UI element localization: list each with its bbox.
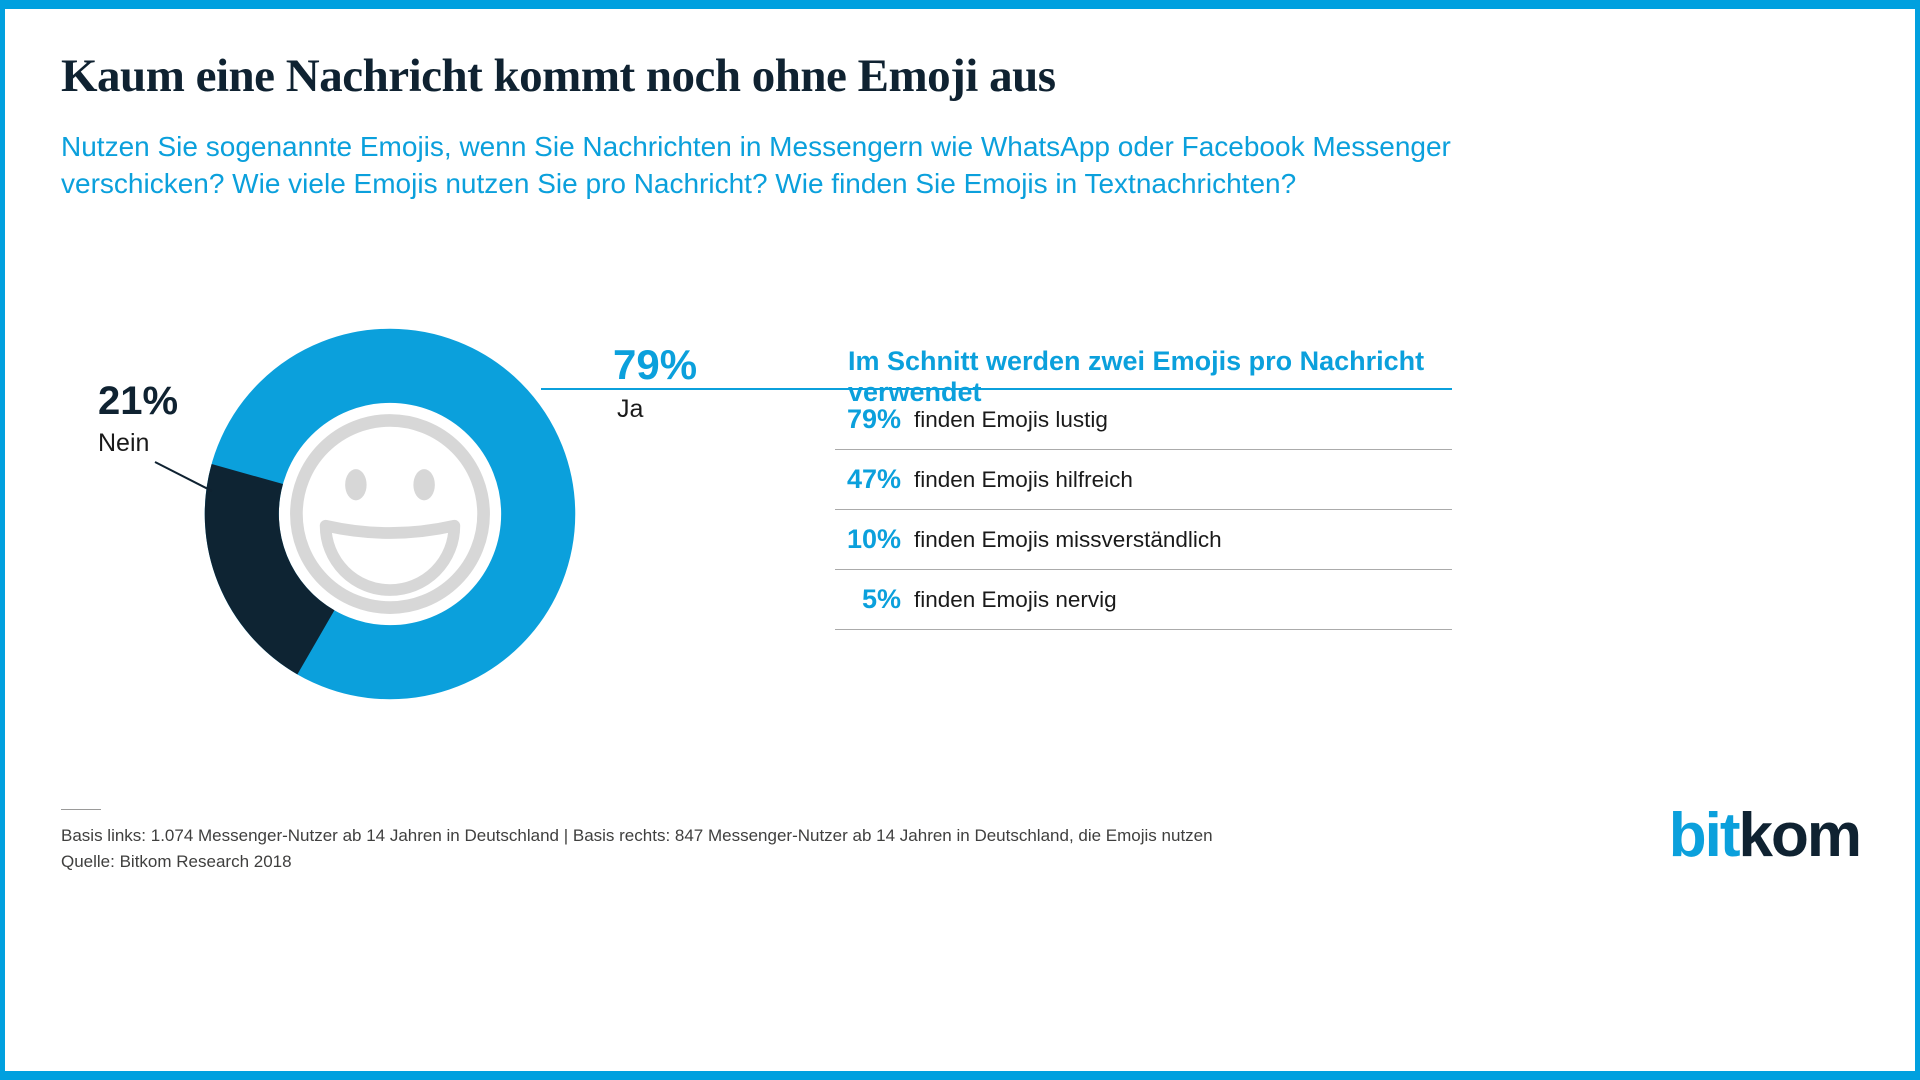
donut-svg (204, 328, 576, 700)
page-title: Kaum eine Nachricht kommt noch ohne Emoj… (61, 50, 1056, 102)
donut-chart (195, 319, 585, 709)
footer-basis: Basis links: 1.074 Messenger-Nutzer ab 1… (61, 826, 1213, 845)
smiley-icon (290, 414, 490, 614)
stats-list: 79% finden Emojis lustig 47% finden Emoj… (835, 390, 1452, 630)
label-ja-percent: 79% (613, 341, 698, 388)
stat-row-missverstaendlich: 10% finden Emojis missverständlich (835, 510, 1452, 570)
stat-percent: 10% (846, 524, 901, 554)
stat-label: finden Emojis lustig (914, 406, 1108, 432)
stat-label: finden Emojis missverständlich (914, 526, 1222, 552)
callout-line-ja (541, 388, 1452, 390)
stat-row-nervig: 5% finden Emojis nervig (835, 570, 1452, 630)
stat-row-hilfreich: 47% finden Emojis hilfreich (835, 450, 1452, 510)
footer-source: Quelle: Bitkom Research 2018 (61, 852, 292, 871)
stat-label: finden Emojis nervig (914, 586, 1117, 612)
footer-rule (61, 809, 101, 810)
logo-kom: kom (1738, 801, 1862, 870)
label-nein-percent: 21% (98, 379, 179, 423)
logo-bit: bit (1668, 801, 1741, 870)
label-nein: Nein (98, 429, 150, 457)
stat-percent: 79% (846, 404, 901, 434)
stats-heading: Im Schnitt werden zwei Emojis pro Nachri… (848, 346, 1425, 407)
label-ja: Ja (617, 395, 644, 423)
chart-subtitle: Nutzen Sie sogenannte Emojis, wenn Sie N… (61, 131, 1451, 199)
stat-row-lustig: 79% finden Emojis lustig (835, 390, 1452, 450)
donut-slice-nein (204, 328, 576, 700)
stat-percent: 5% (861, 584, 901, 614)
stat-percent: 47% (846, 464, 901, 494)
bitkom-logo: bitkom (1669, 805, 1862, 867)
stat-label: finden Emojis hilfreich (914, 466, 1133, 492)
